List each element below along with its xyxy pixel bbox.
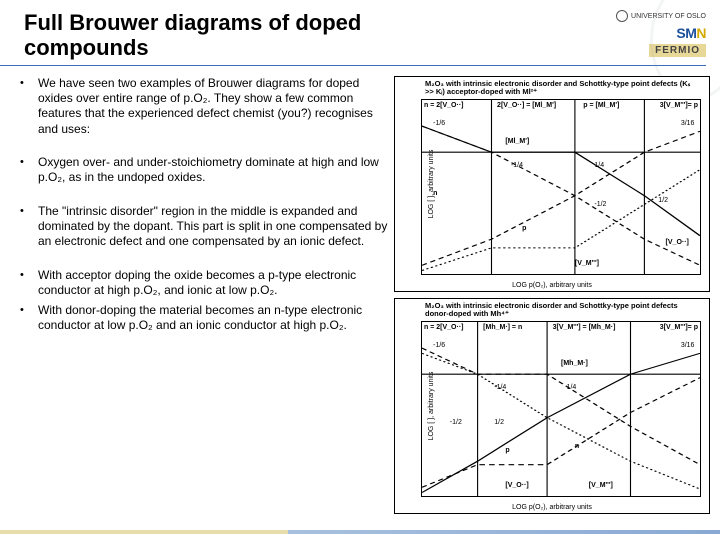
anno-p: p	[522, 225, 526, 232]
slope-p14: 1/4	[567, 384, 577, 391]
anno-mid2: p = [Ml_M']	[583, 102, 619, 109]
slope-p12: 1/2	[658, 197, 668, 204]
brouwer-diagram-acceptor: M₂O₃ with intrinsic electronic disorder …	[394, 76, 710, 292]
x-axis-label: LOG p(O₂), arbitrary units	[512, 282, 592, 289]
header: Full Brouwer diagrams of doped compounds…	[0, 0, 720, 65]
slope-m12: -1/2	[594, 201, 606, 208]
anno-n: n	[433, 190, 437, 197]
anno-mid2: 3[V_M'''] = [Mh_M·]	[553, 324, 616, 331]
slope-m16: -1/6	[433, 342, 445, 349]
slope-m14: -1/4	[511, 162, 523, 169]
slope-m16: -1/6	[433, 120, 445, 127]
anno-vo: [V_O··]	[505, 482, 528, 489]
plot-area: n = 2[V_O··] 3[V_M''']= p 2[V_O··] = [Ml…	[421, 99, 701, 275]
slope-m12: -1/2	[450, 419, 462, 426]
anno-3vm-p: 3[V_M''']= p	[660, 102, 698, 109]
slope-p12: 1/2	[494, 419, 504, 426]
bullet-text: The "intrinsic disorder" region in the m…	[38, 204, 388, 250]
anno-3vm-p: 3[V_M''']= p	[660, 324, 698, 331]
anno-p: p	[505, 447, 509, 454]
slope-p316: 3/16	[681, 342, 695, 349]
brouwer-diagram-donor: M₂O₃ with intrinsic electronic disorder …	[394, 298, 710, 514]
diagram-title: M₂O₃ with intrinsic electronic disorder …	[425, 302, 701, 319]
anno-mid1: 2[V_O··] = [Ml_M']	[497, 102, 556, 109]
plot-lines-icon	[422, 322, 700, 496]
anno-vm: [V_M''']	[589, 482, 613, 489]
bullet-text: We have seen two examples of Brouwer dia…	[38, 76, 388, 137]
list-item: •The "intrinsic disorder" region in the …	[20, 204, 388, 250]
footer-rule	[0, 530, 720, 534]
list-item: •With acceptor doping the oxide becomes …	[20, 268, 388, 299]
anno-vo: [V_O··]	[666, 239, 689, 246]
anno-n2vo: n = 2[V_O··]	[424, 324, 463, 331]
anno-vm: [V_M''']	[575, 260, 599, 267]
plot-lines-icon	[422, 100, 700, 274]
page-title: Full Brouwer diagrams of doped compounds	[24, 10, 404, 61]
diagrams-column: M₂O₃ with intrinsic electronic disorder …	[394, 76, 710, 514]
anno-mid1: [Mh_M·] = n	[483, 324, 522, 331]
bullet-text: Oxygen over- and under-stoichiometry dom…	[38, 155, 388, 186]
anno-mlm: [Ml_M']	[505, 138, 529, 145]
list-item: •With donor-doping the material becomes …	[20, 303, 388, 334]
anno-mhm: [Mh_M·]	[561, 360, 588, 367]
bullet-text: With acceptor doping the oxide becomes a…	[38, 268, 388, 299]
content: •We have seen two examples of Brouwer di…	[0, 66, 720, 522]
bullet-list: •We have seen two examples of Brouwer di…	[20, 76, 388, 514]
anno-n: n	[575, 443, 579, 450]
slope-m14: -1/4	[494, 384, 506, 391]
slope-p14: 1/4	[594, 162, 604, 169]
list-item: •Oxygen over- and under-stoichiometry do…	[20, 155, 388, 186]
slope-p316: 3/16	[681, 120, 695, 127]
anno-n2vo: n = 2[V_O··]	[424, 102, 463, 109]
bullet-text: With donor-doping the material becomes a…	[38, 303, 388, 334]
diagram-title: M₂O₃ with intrinsic electronic disorder …	[425, 80, 701, 97]
x-axis-label: LOG p(O₂), arbitrary units	[512, 504, 592, 511]
list-item: •We have seen two examples of Brouwer di…	[20, 76, 388, 137]
uio-seal-icon	[616, 10, 628, 22]
plot-area: n = 2[V_O··] 3[V_M''']= p [Mh_M·] = n 3[…	[421, 321, 701, 497]
